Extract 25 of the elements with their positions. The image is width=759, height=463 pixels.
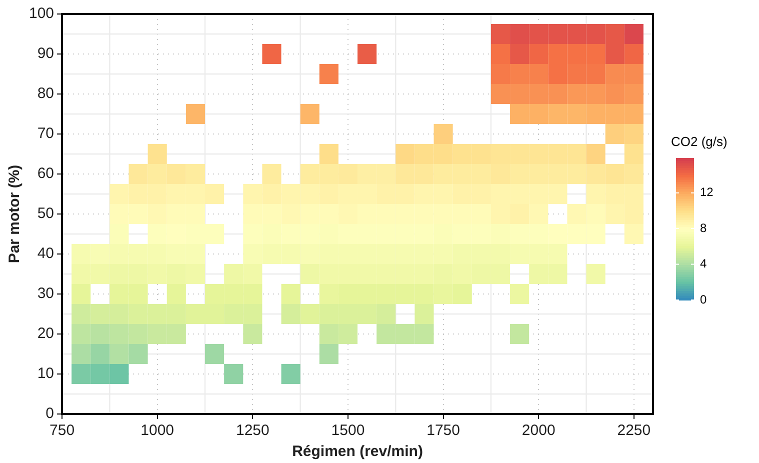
y-tick-label: 20	[37, 325, 54, 342]
color-bar-label: 0	[700, 292, 707, 306]
x-tick-label: 2000	[522, 422, 556, 440]
color-bar-label: 8	[700, 220, 707, 235]
x-tick-label: 1500	[331, 422, 365, 440]
y-tick-label: 60	[37, 165, 54, 182]
y-axis-title: Par motor (%)	[6, 164, 24, 264]
x-tick-label: 750	[50, 422, 75, 440]
x-tick-label: 2250	[617, 422, 651, 440]
color-bar-label: 4	[700, 256, 707, 271]
x-tick-label: 1250	[236, 422, 270, 440]
y-tick-label: 90	[37, 45, 54, 62]
y-tick-label: 0	[46, 405, 54, 422]
color-bar-label: 12	[700, 185, 714, 200]
color-bar-title: CO2 (g/s)	[671, 134, 728, 149]
x-axis-title: Régimen (rev/min)	[292, 443, 423, 460]
y-tick-label: 70	[37, 125, 54, 142]
y-tick-label: 50	[37, 205, 54, 222]
y-tick-label: 10	[37, 365, 54, 382]
y-tick-label: 80	[37, 85, 54, 102]
x-tick-label: 1750	[426, 422, 460, 440]
y-tick-label: 40	[37, 245, 54, 262]
y-tick-label: 100	[28, 5, 54, 22]
y-tick-label: 30	[37, 285, 54, 302]
x-tick-label: 1000	[140, 422, 174, 440]
